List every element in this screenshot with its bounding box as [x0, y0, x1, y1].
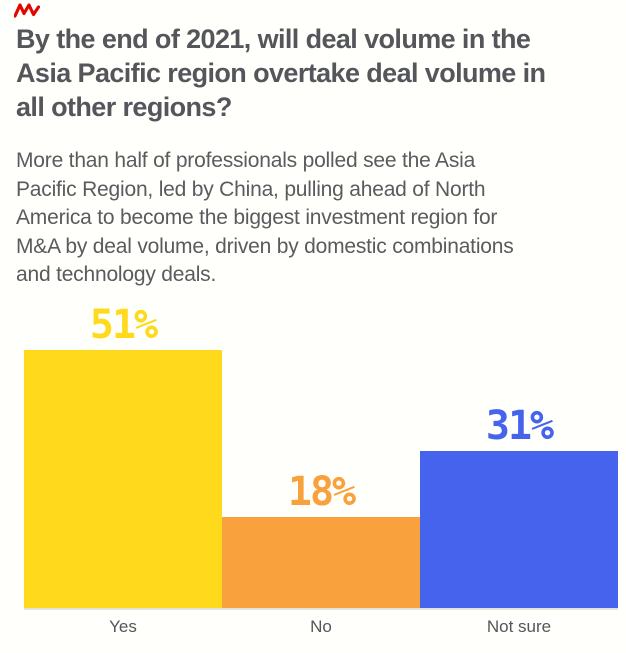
value-label-yes: 51%	[89, 302, 158, 348]
value-label-not-sure: 31%	[485, 403, 554, 449]
category-label-not-sure: Not sure	[486, 617, 552, 636]
bar-no	[222, 517, 420, 608]
title-line: all other regions?	[16, 92, 232, 122]
subtitle-line: America to become the biggest investment…	[16, 206, 498, 229]
page-subtitle: More than half of professionals polled s…	[16, 147, 616, 290]
subtitle-line: M&A by deal volume, driven by domestic c…	[16, 234, 514, 258]
red-logo-icon	[13, 3, 41, 18]
bar-not-sure	[420, 451, 618, 608]
value-label-no: 18%	[287, 469, 356, 515]
bar-chart: 51% 18% 31%	[24, 300, 618, 608]
category-label-no: No	[310, 617, 332, 636]
title-line: By the end of 2021, will deal volume in …	[16, 24, 531, 54]
bar-yes	[24, 350, 222, 608]
bar-group-no: 18%	[222, 300, 420, 608]
page-title: By the end of 2021, will deal volume in …	[16, 22, 616, 124]
title-line: Asia Pacific region overtake deal volume…	[16, 58, 546, 88]
bar-group-not-sure: 31%	[420, 300, 618, 608]
subtitle-line: Pacific Region, led by China, pulling ah…	[16, 177, 486, 201]
category-label-yes: Yes	[109, 617, 137, 636]
bar-group-yes: 51%	[24, 300, 222, 608]
subtitle-line: and technology deals.	[16, 263, 217, 286]
subtitle-line: More than half of professionals polled s…	[16, 149, 476, 172]
category-axis: Yes No Not sure	[24, 617, 618, 637]
axis-baseline	[24, 608, 618, 610]
